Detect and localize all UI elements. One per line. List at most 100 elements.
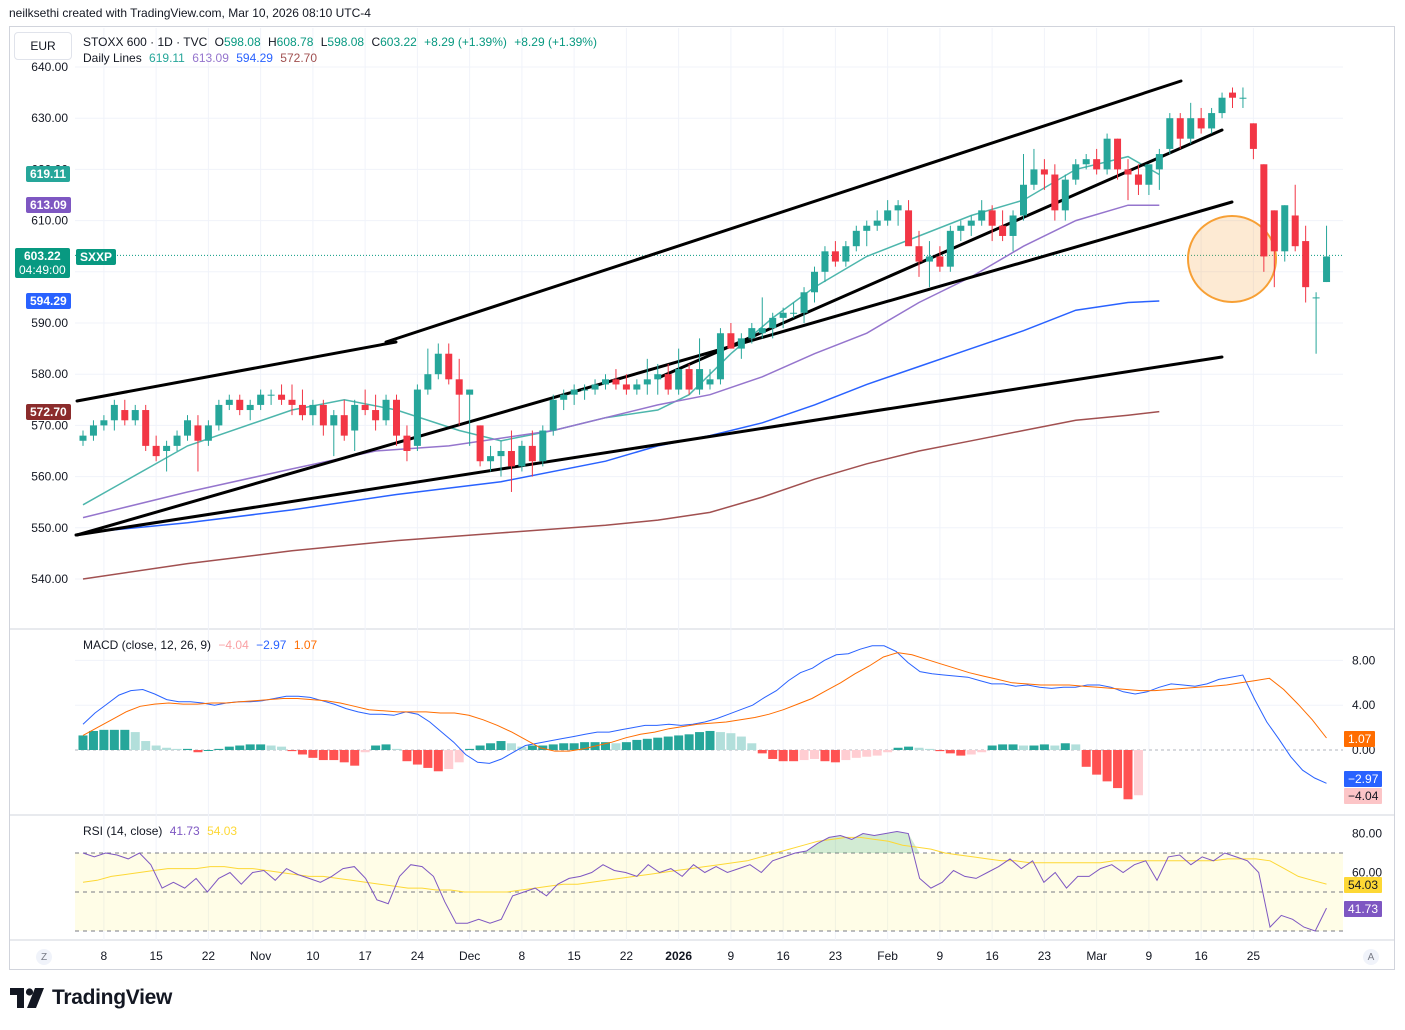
candle-body — [288, 399, 296, 405]
macd-line-tag: −2.97 — [1344, 771, 1383, 787]
candle-body — [351, 404, 359, 431]
candle-body — [894, 205, 902, 211]
macd-histogram-bar — [381, 744, 391, 750]
candle-body — [967, 220, 975, 226]
macd-histogram-bar — [1071, 744, 1081, 750]
candle-body — [100, 420, 108, 426]
candle-body — [1166, 118, 1174, 149]
candle-body — [779, 312, 787, 318]
time-axis: 8 15 22 Nov 10 17 24 Dec 8 15 22 2026 9 16 23 Feb 9 16 23 M… — [101, 949, 1261, 963]
time-tick-label: Feb — [877, 949, 898, 963]
macd-histogram-bar — [1113, 750, 1123, 789]
macd-histogram-bar — [1019, 745, 1028, 750]
chart-canvas[interactable]: 540.00550.00560.00570.00580.00590.00600.… — [0, 0, 1405, 970]
macd-histogram-bar — [1008, 744, 1018, 750]
time-tick-label: Nov — [250, 949, 271, 963]
candle-body — [246, 404, 254, 411]
candle-body — [622, 384, 630, 390]
symbol-tag: SXXP — [76, 249, 117, 265]
macd-histogram-bar — [642, 738, 652, 750]
macd-histogram-bar — [768, 750, 778, 759]
candle-body — [1239, 97, 1247, 99]
price-tick-label: 580.00 — [31, 367, 68, 381]
macd-signal-tag: 1.07 — [1344, 731, 1376, 747]
close-value: 603.22 — [380, 35, 417, 49]
macd-tick-label: 4.00 — [1352, 698, 1376, 712]
candle-body — [445, 353, 453, 380]
candle-body — [434, 353, 442, 375]
candle-body — [643, 379, 651, 385]
candle-body — [278, 394, 286, 400]
ohlc-high: H608.78 — [268, 35, 313, 49]
macd-histogram-bar — [517, 746, 527, 750]
currency-button[interactable]: EUR — [14, 32, 72, 60]
rsi-ma-tag: 54.03 — [1344, 877, 1383, 893]
macd-histogram-bar — [339, 750, 349, 763]
macd-histogram-bar — [1039, 744, 1049, 750]
candle-body — [1061, 179, 1069, 211]
ma50-price-tag: 613.09 — [26, 197, 71, 213]
trend-line — [74, 355, 1224, 537]
time-tick-label: Dec — [459, 949, 480, 963]
candle-body — [236, 399, 244, 411]
candle-body — [79, 435, 87, 441]
ohlc-open: O598.08 — [215, 35, 261, 49]
time-tick-label: 16 — [985, 949, 999, 963]
candle-body — [863, 225, 871, 231]
logo-text: TradingView — [52, 986, 173, 1009]
macd-histogram-bar — [109, 729, 119, 750]
auto-scale-button[interactable]: A — [1363, 949, 1379, 965]
candle-body — [654, 374, 662, 380]
price-tick-label: 550.00 — [31, 521, 68, 535]
macd-histogram-bar — [883, 750, 893, 753]
ma20-line — [82, 155, 1160, 506]
macd-histogram-bar — [601, 742, 610, 750]
ohlc-low: L598.08 — [321, 35, 364, 49]
macd-histogram-bar — [810, 750, 819, 759]
macd-histogram-bar — [433, 750, 443, 772]
macd-histogram-bar — [1102, 750, 1112, 782]
macd-histogram-bar — [412, 750, 422, 765]
candle-body — [403, 435, 411, 451]
price-tick-label: 560.00 — [31, 470, 68, 484]
macd-histogram-bar — [715, 732, 725, 750]
candle-body — [602, 379, 609, 385]
candle-body — [1302, 241, 1310, 288]
macd-histogram-bar — [88, 730, 98, 750]
tv-logo-icon — [10, 988, 44, 1008]
price-tick-label: 610.00 — [31, 214, 68, 228]
macd-histogram-bar — [945, 750, 955, 754]
change-value-2: +8.29 (+1.39%) — [514, 35, 597, 49]
macd-histogram-bar — [214, 748, 224, 750]
macd-histogram-bar — [350, 750, 360, 766]
candle-body — [664, 374, 672, 390]
macd-histogram-bar — [935, 750, 945, 752]
macd-histogram-bar — [559, 743, 569, 750]
price-legend: STOXX 600 · 1D · TVC O598.08 H608.78 L59… — [83, 35, 601, 49]
moving-average-lines — [82, 155, 1160, 580]
price-tick-label: 630.00 — [31, 111, 68, 125]
candle-body — [142, 410, 150, 446]
time-tick-label: 17 — [358, 949, 372, 963]
macd-hist-tag: −4.04 — [1344, 788, 1383, 804]
macd-histogram-bar — [841, 750, 851, 761]
macd-histogram-bar — [799, 750, 809, 761]
candle-body — [330, 415, 338, 426]
countdown-timer: 04:49:00 — [19, 263, 66, 277]
candle-body — [1020, 184, 1027, 216]
candle-body — [1103, 138, 1111, 170]
timezone-button[interactable]: Z — [36, 949, 52, 965]
macd-histogram-bar — [538, 745, 548, 750]
price-tick-label: 540.00 — [31, 572, 68, 586]
macd-pane — [75, 645, 1343, 800]
candle-body — [999, 225, 1007, 236]
candle-body — [152, 445, 160, 457]
candle-body — [361, 404, 369, 411]
macd-histogram-bar — [486, 743, 496, 750]
tradingview-logo[interactable]: TradingView — [10, 986, 172, 1010]
macd-title: MACD (close, 12, 26, 9) — [83, 638, 212, 652]
candle-body — [936, 256, 944, 267]
candle-body — [89, 425, 97, 436]
candle-body — [758, 328, 766, 334]
macd-histogram-bar — [496, 741, 506, 750]
